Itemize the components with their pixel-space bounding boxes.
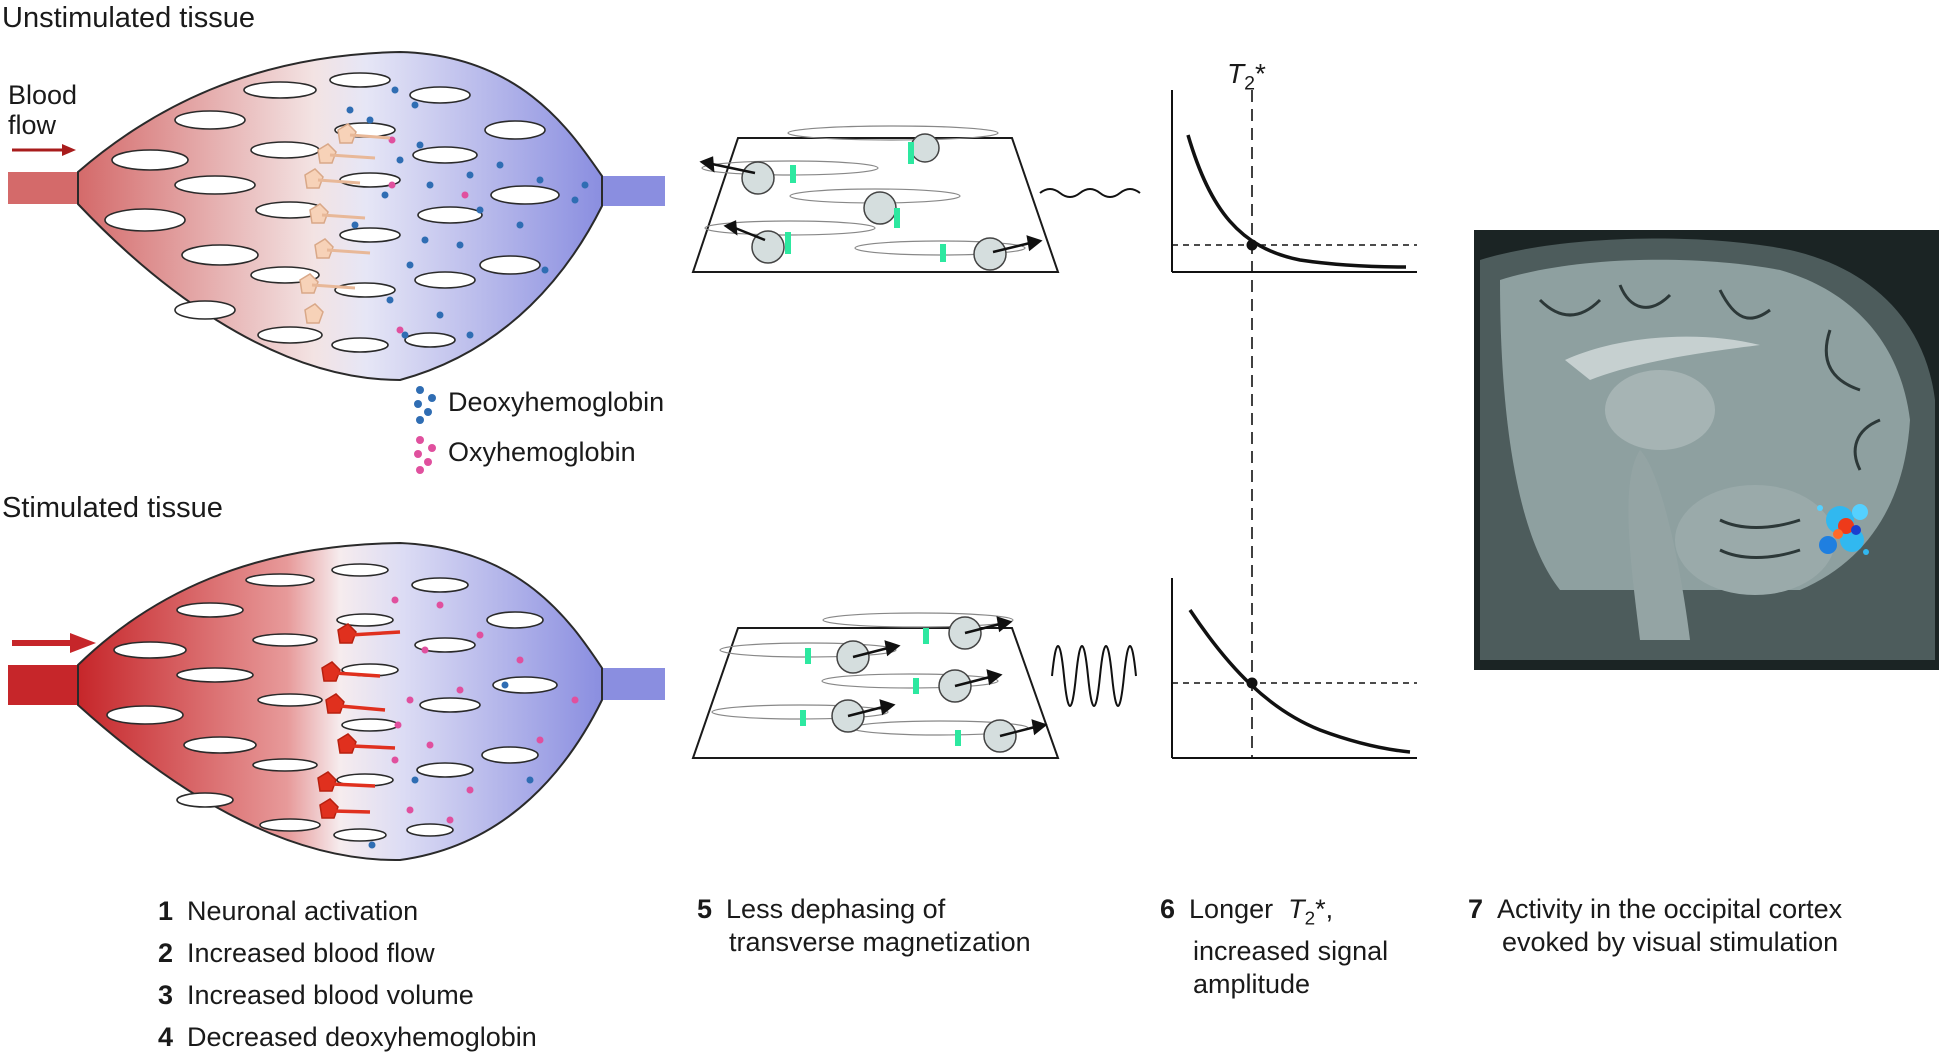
axons-stimulated [331, 630, 401, 814]
blood-flow-label: Blood flow [8, 80, 77, 140]
step-number: 5 [697, 894, 713, 924]
legend-oxy-icon [414, 436, 436, 474]
step-1: 1 Neuronal activation [158, 895, 418, 928]
outlet-vessel [600, 668, 665, 700]
capillary-holes [106, 563, 558, 842]
step-text-line2: increased signal [1193, 936, 1389, 967]
strong-signal-wave [1051, 645, 1137, 707]
step-text-line3: amplitude [1193, 969, 1311, 1000]
inflow-arrowhead-large [70, 633, 96, 653]
blood-flow-label-line1: Blood [8, 80, 78, 110]
phase-markers [785, 142, 946, 262]
t2-subscript: 2 [1244, 72, 1256, 95]
step-number: 4 [158, 1022, 174, 1052]
step-text-line1: Less dephasing of [726, 894, 946, 924]
inlet-vessel [8, 665, 80, 705]
step-2: 2 Increased blood flow [158, 937, 435, 970]
oxy-dots-stimulated [391, 596, 579, 824]
step-number: 2 [158, 938, 174, 968]
step-3: 3 Increased blood volume [158, 979, 474, 1012]
thalamus [1605, 370, 1715, 450]
spin-vectors [699, 156, 1043, 254]
proton-spins [741, 133, 1007, 271]
step-text-line2: evoked by visual stimulation [1502, 927, 1839, 957]
step-number: 6 [1160, 894, 1176, 924]
spin-plane-stimulated [691, 612, 1137, 759]
fmri-brain-image [1474, 230, 1939, 670]
unstimulated-vessel-bed [8, 50, 665, 382]
legend-deoxy-icon [414, 386, 436, 424]
neurons-unstimulated [299, 123, 357, 324]
inlet-vessel [8, 172, 80, 204]
title-stimulated: Stimulated tissue [2, 492, 223, 524]
legend-oxy-label: Oxyhemoglobin [448, 437, 636, 467]
step-number: 1 [158, 896, 174, 926]
sulci [1538, 284, 1881, 559]
decay-graph-stimulated [1171, 578, 1417, 759]
brainstem [1628, 450, 1690, 640]
t2-star: *, [1315, 894, 1334, 924]
capillary-holes [104, 72, 560, 353]
outlet-vessel [600, 176, 665, 206]
step-text: Increased blood flow [187, 938, 435, 968]
title-unstimulated: Unstimulated tissue [2, 2, 256, 34]
phase-markers [800, 628, 961, 746]
cerebellum [1675, 485, 1835, 595]
axons-unstimulated [311, 133, 391, 290]
step-6: 6 Longer T2*, increased signal amplitude [1160, 893, 1388, 1001]
t2-star: * [1255, 58, 1266, 89]
deoxy-dots-unstimulated [346, 86, 589, 339]
inflow-arrowhead-small [62, 144, 76, 156]
step-text-line1: Activity in the occipital cortex [1497, 894, 1843, 924]
step-text-line1: Longer [1189, 894, 1274, 924]
step-7: 7 Activity in the occipital cortex evoked… [1468, 893, 1842, 959]
stimulated-vessel-bed [8, 541, 665, 862]
weak-signal-wave [1039, 188, 1141, 198]
magnetization-plane [691, 627, 1060, 759]
step-text: Decreased deoxyhemoglobin [187, 1022, 537, 1052]
corpus-callosum [1565, 336, 1760, 380]
step-5: 5 Less dephasing of transverse magnetizat… [697, 893, 1031, 959]
t2-symbol: T [1288, 894, 1305, 924]
step-number: 7 [1468, 894, 1484, 924]
decay-graph-unstimulated [1171, 90, 1417, 273]
t2-symbol: T [1227, 58, 1245, 89]
activation-cluster [1817, 504, 1869, 555]
step-4: 4 Decreased deoxyhemoglobin [158, 1021, 537, 1054]
t2-subscript: 2 [1304, 908, 1316, 930]
step-number: 3 [158, 980, 174, 1010]
deoxy-dots-stimulated [368, 681, 534, 849]
oxy-dots-unstimulated [388, 136, 469, 334]
step-text: Increased blood volume [187, 980, 474, 1010]
step-text: Neuronal activation [187, 896, 419, 926]
blood-flow-label-line2: flow [8, 110, 57, 140]
spin-plane-unstimulated [691, 125, 1141, 273]
decay-curve-fast [1186, 134, 1407, 269]
legend-deoxy-label: Deoxyhemoglobin [448, 387, 665, 417]
spin-vectors [847, 616, 1048, 738]
decay-curve-slow [1188, 609, 1411, 754]
t2-star-label: T2* [1227, 58, 1266, 96]
step-text-line2: transverse magnetization [729, 927, 1031, 957]
